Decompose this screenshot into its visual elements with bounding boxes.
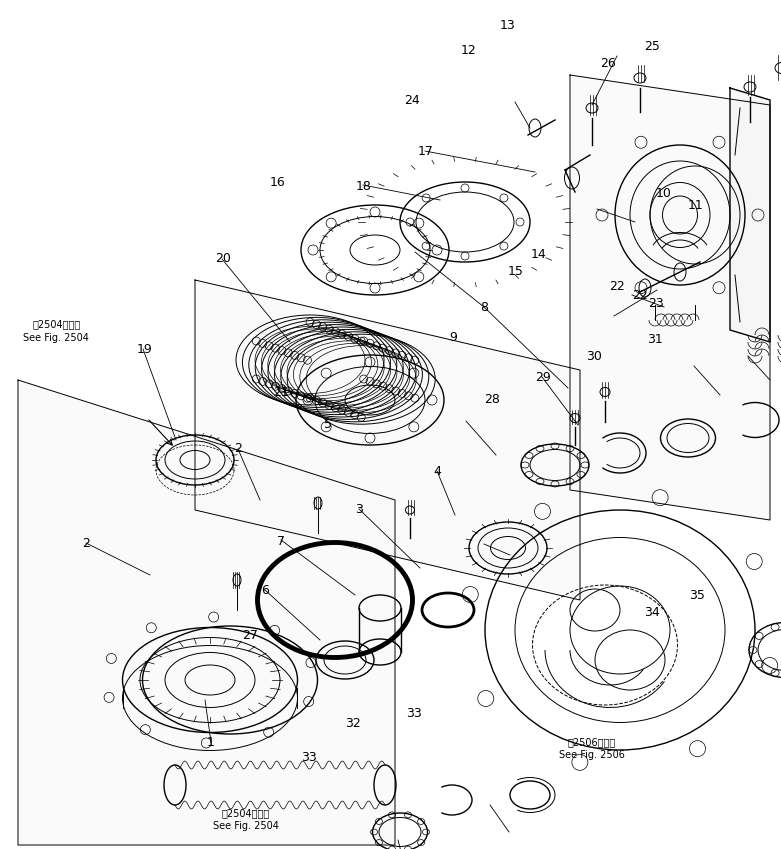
Text: 17: 17 — [418, 144, 433, 158]
Text: 20: 20 — [215, 252, 230, 266]
Text: 2: 2 — [234, 441, 242, 455]
Text: 16: 16 — [269, 176, 285, 189]
Text: 33: 33 — [301, 751, 316, 764]
Text: 第2504図参照
See Fig. 2504: 第2504図参照 See Fig. 2504 — [213, 807, 279, 831]
Text: 12: 12 — [461, 44, 476, 58]
Text: 18: 18 — [355, 180, 371, 194]
Text: 22: 22 — [633, 289, 648, 302]
Text: 3: 3 — [355, 503, 363, 516]
Text: 24: 24 — [405, 93, 420, 107]
Text: 19: 19 — [137, 343, 152, 357]
Text: 26: 26 — [600, 57, 615, 70]
Text: 9: 9 — [449, 331, 457, 345]
Text: 14: 14 — [531, 248, 547, 261]
Text: 4: 4 — [433, 464, 441, 478]
Text: 29: 29 — [535, 371, 551, 385]
Text: 30: 30 — [586, 350, 601, 363]
Text: 13: 13 — [500, 19, 515, 32]
Polygon shape — [195, 280, 580, 600]
Text: 23: 23 — [648, 297, 664, 311]
Text: 15: 15 — [508, 265, 523, 278]
Text: 27: 27 — [242, 628, 258, 642]
Polygon shape — [18, 380, 395, 845]
Text: 21: 21 — [273, 385, 289, 399]
Text: 10: 10 — [656, 187, 672, 200]
Text: 31: 31 — [647, 333, 662, 346]
Text: 22: 22 — [609, 280, 625, 294]
Text: 8: 8 — [480, 301, 488, 314]
Text: 6: 6 — [262, 583, 269, 597]
Text: 33: 33 — [406, 706, 422, 720]
Text: 5: 5 — [324, 418, 332, 431]
Text: 28: 28 — [484, 392, 500, 406]
Text: 1: 1 — [207, 736, 215, 750]
Text: 2: 2 — [82, 537, 90, 550]
Text: 7: 7 — [277, 535, 285, 548]
Text: 11: 11 — [687, 199, 703, 212]
Text: 第2506図参照
See Fig. 2506: 第2506図参照 See Fig. 2506 — [559, 737, 625, 761]
Text: 第2504図参照
See Fig. 2504: 第2504図参照 See Fig. 2504 — [23, 319, 89, 343]
Polygon shape — [730, 88, 770, 342]
Text: 32: 32 — [345, 717, 361, 730]
Text: 35: 35 — [689, 589, 704, 603]
Polygon shape — [570, 75, 770, 520]
Text: 25: 25 — [644, 40, 660, 53]
Text: 34: 34 — [644, 606, 660, 620]
